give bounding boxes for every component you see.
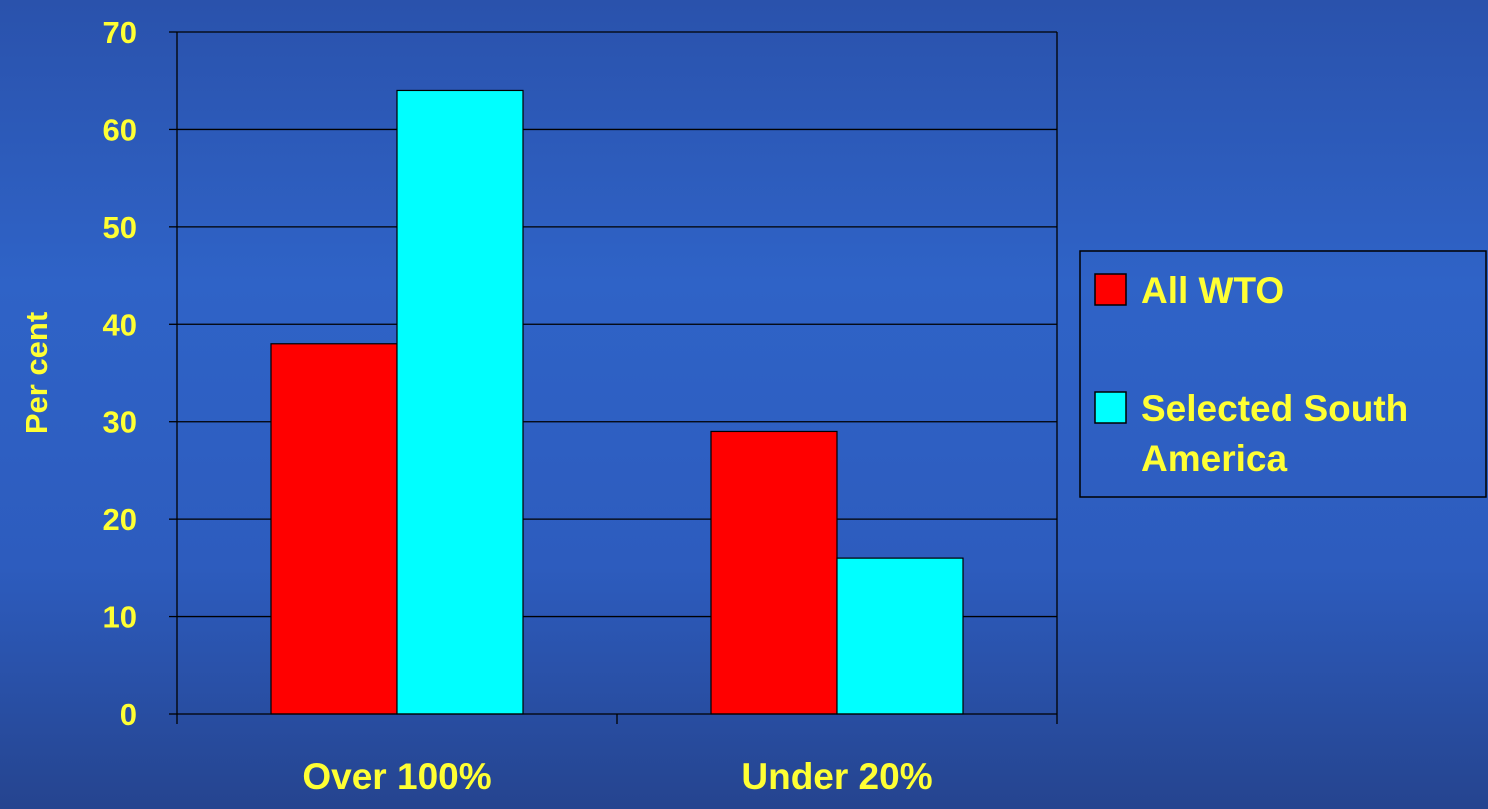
- y-tick-label: 40: [103, 307, 137, 342]
- legend-swatch: [1094, 273, 1127, 306]
- y-tick-label: 70: [103, 15, 137, 50]
- legend-label: Selected South: [1141, 388, 1408, 429]
- bar-all-wto-over-100-: [270, 343, 398, 715]
- x-tick-label: Over 100%: [302, 756, 491, 797]
- y-tick-label: 30: [103, 405, 137, 440]
- y-tick-label: 60: [103, 112, 137, 147]
- y-tick-label: 20: [103, 502, 137, 537]
- legend-label: All WTO: [1141, 270, 1284, 311]
- legend: All WTO Selected South America: [1079, 250, 1487, 498]
- bar-all-wto-under-20-: [710, 430, 838, 715]
- y-tick-label: 50: [103, 210, 137, 245]
- y-tick-label: 10: [103, 600, 137, 635]
- axes: [169, 31, 1058, 724]
- legend-swatch: [1094, 391, 1127, 424]
- bars: [270, 89, 964, 715]
- x-tick-label: Under 20%: [741, 756, 932, 797]
- x-tick-labels: Over 100% Under 20%: [302, 756, 932, 797]
- legend-label: America: [1141, 438, 1287, 479]
- bar-selected-south-america-over-100-: [396, 89, 524, 715]
- y-tick-labels: 0 10 20 30 40 50 60 70: [103, 15, 137, 732]
- bar-selected-south-america-under-20-: [836, 557, 964, 715]
- y-axis-label: Per cent: [19, 312, 54, 434]
- legend-box: [1079, 250, 1487, 498]
- y-tick-label: 0: [120, 697, 137, 732]
